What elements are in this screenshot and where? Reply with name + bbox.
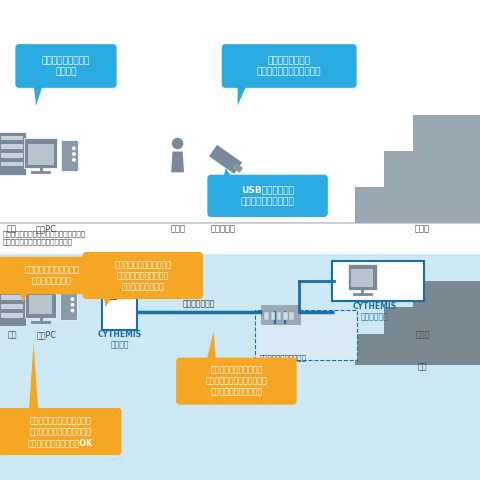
FancyBboxPatch shape [1, 287, 23, 292]
Text: 外部メモリ: 外部メモリ [211, 224, 236, 233]
Text: 制御PC: 制御PC [35, 224, 56, 233]
FancyBboxPatch shape [0, 0, 480, 254]
FancyBboxPatch shape [0, 132, 26, 175]
Polygon shape [103, 295, 113, 307]
Text: 装置: 装置 [7, 224, 17, 233]
FancyBboxPatch shape [332, 261, 424, 301]
Text: 制御PC: 制御PC [37, 330, 57, 339]
Circle shape [71, 304, 73, 306]
FancyBboxPatch shape [25, 289, 56, 318]
Polygon shape [171, 152, 184, 172]
Text: 仮想的な専用線: 仮想的な専用線 [182, 299, 215, 308]
FancyBboxPatch shape [255, 310, 357, 360]
Text: データ: データ [415, 224, 430, 233]
Text: データ: データ [415, 330, 430, 339]
FancyBboxPatch shape [1, 296, 23, 300]
Circle shape [71, 310, 73, 312]
FancyBboxPatch shape [0, 408, 121, 455]
Text: CYTHEMIS
デバイス: CYTHEMIS デバイス [97, 330, 142, 349]
FancyBboxPatch shape [176, 358, 297, 405]
FancyBboxPatch shape [0, 283, 26, 326]
FancyBboxPatch shape [83, 252, 203, 299]
FancyBboxPatch shape [61, 140, 78, 171]
Circle shape [72, 153, 75, 155]
Text: 特定の宛先とだけ通信で
きるようにし、不要なアップ
デートやアクセスは遮断: 特定の宛先とだけ通信で きるようにし、不要なアップ デートやアクセスは遮断 [205, 366, 267, 396]
Circle shape [72, 147, 75, 150]
FancyBboxPatch shape [24, 138, 58, 168]
Polygon shape [29, 343, 38, 412]
FancyBboxPatch shape [207, 175, 328, 217]
FancyBboxPatch shape [222, 44, 357, 88]
Circle shape [72, 158, 75, 161]
Polygon shape [355, 115, 480, 223]
FancyBboxPatch shape [1, 304, 23, 309]
FancyBboxPatch shape [289, 312, 294, 320]
Circle shape [71, 298, 73, 300]
Text: その: その [418, 362, 427, 372]
Text: 実験装置だけのネットワーク
セグメントを作る必要がなく
様々な機器が混在してもOK: 実験装置だけのネットワーク セグメントを作る必要がなく 様々な機器が混在してもO… [27, 416, 93, 447]
Polygon shape [238, 84, 247, 106]
FancyBboxPatch shape [0, 254, 480, 480]
FancyBboxPatch shape [232, 163, 243, 173]
Text: データの有効活用が
進まない: データの有効活用が 進まない [42, 56, 90, 76]
FancyBboxPatch shape [351, 269, 373, 287]
FancyBboxPatch shape [29, 295, 52, 314]
Circle shape [172, 138, 183, 149]
FancyBboxPatch shape [106, 295, 117, 300]
FancyBboxPatch shape [261, 305, 300, 324]
FancyBboxPatch shape [102, 290, 137, 330]
Text: セキュリティの問題で社内ネットワークに
つなげられないスタンドアロン端末: セキュリティの問題で社内ネットワークに つなげられないスタンドアロン端末 [2, 230, 85, 245]
Text: スタンドアロン端末内の
データの有効活用: スタンドアロン端末内の データの有効活用 [24, 265, 79, 286]
Text: データ紛失リスク
データ移行に時間がかかる: データ紛失リスク データ移行に時間がかかる [257, 56, 322, 76]
FancyBboxPatch shape [348, 264, 377, 290]
Text: 既存の社内ネットワーク: 既存の社内ネットワーク [259, 354, 306, 361]
FancyBboxPatch shape [277, 312, 281, 320]
Polygon shape [206, 331, 216, 361]
FancyBboxPatch shape [1, 161, 23, 167]
Text: CYTHEMIS
管理システム: CYTHEMIS 管理システム [352, 302, 396, 322]
FancyBboxPatch shape [1, 135, 23, 140]
FancyBboxPatch shape [209, 145, 242, 174]
FancyBboxPatch shape [0, 257, 105, 294]
FancyBboxPatch shape [271, 312, 275, 320]
FancyBboxPatch shape [60, 291, 77, 320]
FancyBboxPatch shape [15, 44, 117, 88]
Text: 社内ネットワークを活用し
データ移行作業に関する
作業時間の大幅削減: 社内ネットワークを活用し データ移行作業に関する 作業時間の大幅削減 [114, 260, 171, 291]
FancyBboxPatch shape [283, 312, 288, 320]
Polygon shape [355, 281, 480, 365]
Polygon shape [223, 168, 233, 179]
Text: 研究員: 研究員 [170, 224, 185, 233]
Polygon shape [34, 84, 43, 106]
FancyBboxPatch shape [264, 312, 269, 320]
FancyBboxPatch shape [1, 313, 23, 318]
FancyBboxPatch shape [1, 153, 23, 157]
Polygon shape [19, 290, 29, 302]
Text: USBメモリ経由の
マルウェア感染リスク: USBメモリ経由の マルウェア感染リスク [241, 186, 294, 206]
Text: 装置: 装置 [7, 330, 17, 339]
FancyBboxPatch shape [28, 144, 54, 165]
FancyBboxPatch shape [1, 144, 23, 149]
